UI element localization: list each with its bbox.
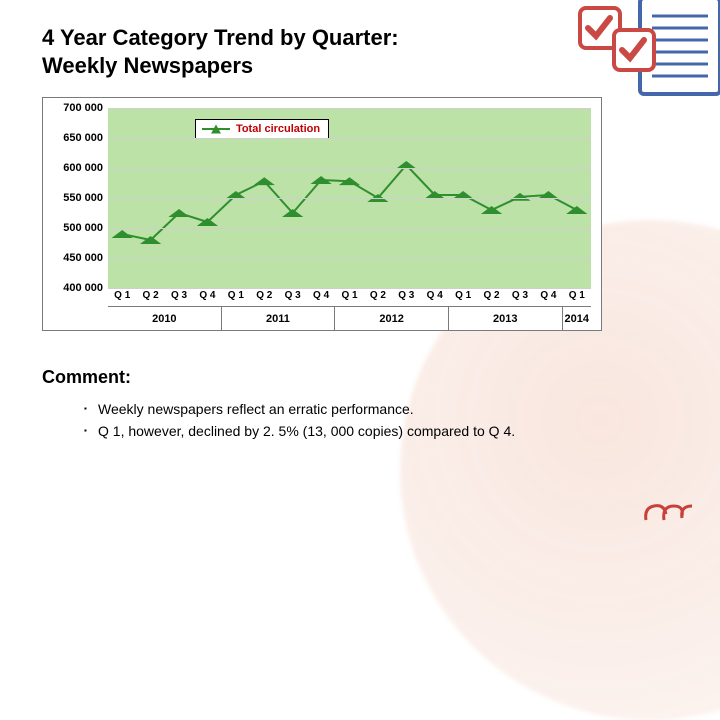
page-title: 4 Year Category Trend by Quarter: Weekly… bbox=[42, 24, 678, 79]
x-tick-label: Q 1 bbox=[455, 290, 471, 301]
legend-marker bbox=[202, 124, 230, 134]
gridline bbox=[108, 168, 591, 169]
y-tick-label: 600 000 bbox=[43, 162, 103, 174]
legend-label: Total circulation bbox=[236, 123, 320, 135]
gridline bbox=[108, 108, 591, 109]
x-tick-label: Q 4 bbox=[313, 290, 329, 301]
comment-item: Weekly newspapers reflect an erratic per… bbox=[84, 398, 678, 420]
comment-heading: Comment: bbox=[42, 367, 678, 388]
triangle-icon bbox=[211, 124, 221, 133]
slide-content: 4 Year Category Trend by Quarter: Weekly… bbox=[0, 0, 720, 443]
gridline bbox=[108, 228, 591, 229]
x-tick-row: Q 1 Q 2 Q 3 Q 4 Q 1 Q 2 Q 3 Q 4 Q 1 Q 2 Q 3 Q 4 Q 1 Q… bbox=[108, 288, 591, 306]
y-tick-label: 450 000 bbox=[43, 252, 103, 264]
plot-inner: Total circulation 400 000450 000500 0005… bbox=[108, 108, 591, 288]
chart-legend: Total circulation bbox=[195, 119, 329, 139]
gridline bbox=[108, 258, 591, 259]
abc-logo bbox=[640, 496, 700, 526]
x-tick-label: Q 2 bbox=[256, 290, 272, 301]
x-group-row: 20102011201220132014 bbox=[108, 306, 591, 330]
gridline bbox=[108, 198, 591, 199]
x-tick-label: Q 3 bbox=[285, 290, 301, 301]
x-group-label: 2012 bbox=[335, 307, 449, 330]
x-group-label: 2011 bbox=[222, 307, 336, 330]
comment-list: Weekly newspapers reflect an erratic per… bbox=[42, 398, 678, 443]
y-tick-label: 700 000 bbox=[43, 102, 103, 114]
x-group-label: 2014 bbox=[563, 307, 591, 330]
x-tick-label: Q 3 bbox=[398, 290, 414, 301]
y-tick-label: 650 000 bbox=[43, 132, 103, 144]
plot-area: Total circulation 400 000450 000500 0005… bbox=[43, 98, 601, 288]
x-tick-label: Q 1 bbox=[569, 290, 585, 301]
x-tick-label: Q 1 bbox=[114, 290, 130, 301]
x-tick-label: Q 4 bbox=[540, 290, 556, 301]
y-tick-label: 550 000 bbox=[43, 192, 103, 204]
title-line-1: 4 Year Category Trend by Quarter: bbox=[42, 25, 399, 50]
x-tick-label: Q 2 bbox=[483, 290, 499, 301]
x-group-label: 2010 bbox=[108, 307, 222, 330]
x-tick-label: Q 4 bbox=[427, 290, 443, 301]
x-tick-label: Q 1 bbox=[341, 290, 357, 301]
x-group-label: 2013 bbox=[449, 307, 563, 330]
x-tick-label: Q 3 bbox=[512, 290, 528, 301]
x-tick-label: Q 4 bbox=[199, 290, 215, 301]
y-tick-label: 500 000 bbox=[43, 222, 103, 234]
title-line-2: Weekly Newspapers bbox=[42, 53, 253, 78]
x-tick-label: Q 2 bbox=[143, 290, 159, 301]
x-axis: Q 1 Q 2 Q 3 Q 4 Q 1 Q 2 Q 3 Q 4 Q 1 Q 2 Q 3 Q 4 Q 1 Q… bbox=[43, 288, 601, 330]
x-tick-label: Q 2 bbox=[370, 290, 386, 301]
x-tick-label: Q 3 bbox=[171, 290, 187, 301]
comment-item: Q 1, however, declined by 2. 5% (13, 000… bbox=[84, 420, 678, 442]
x-tick-label: Q 1 bbox=[228, 290, 244, 301]
y-tick-label: 400 000 bbox=[43, 282, 103, 294]
trend-chart: Total circulation 400 000 450 000 500 000 5… bbox=[42, 97, 602, 331]
gridline bbox=[108, 138, 591, 139]
